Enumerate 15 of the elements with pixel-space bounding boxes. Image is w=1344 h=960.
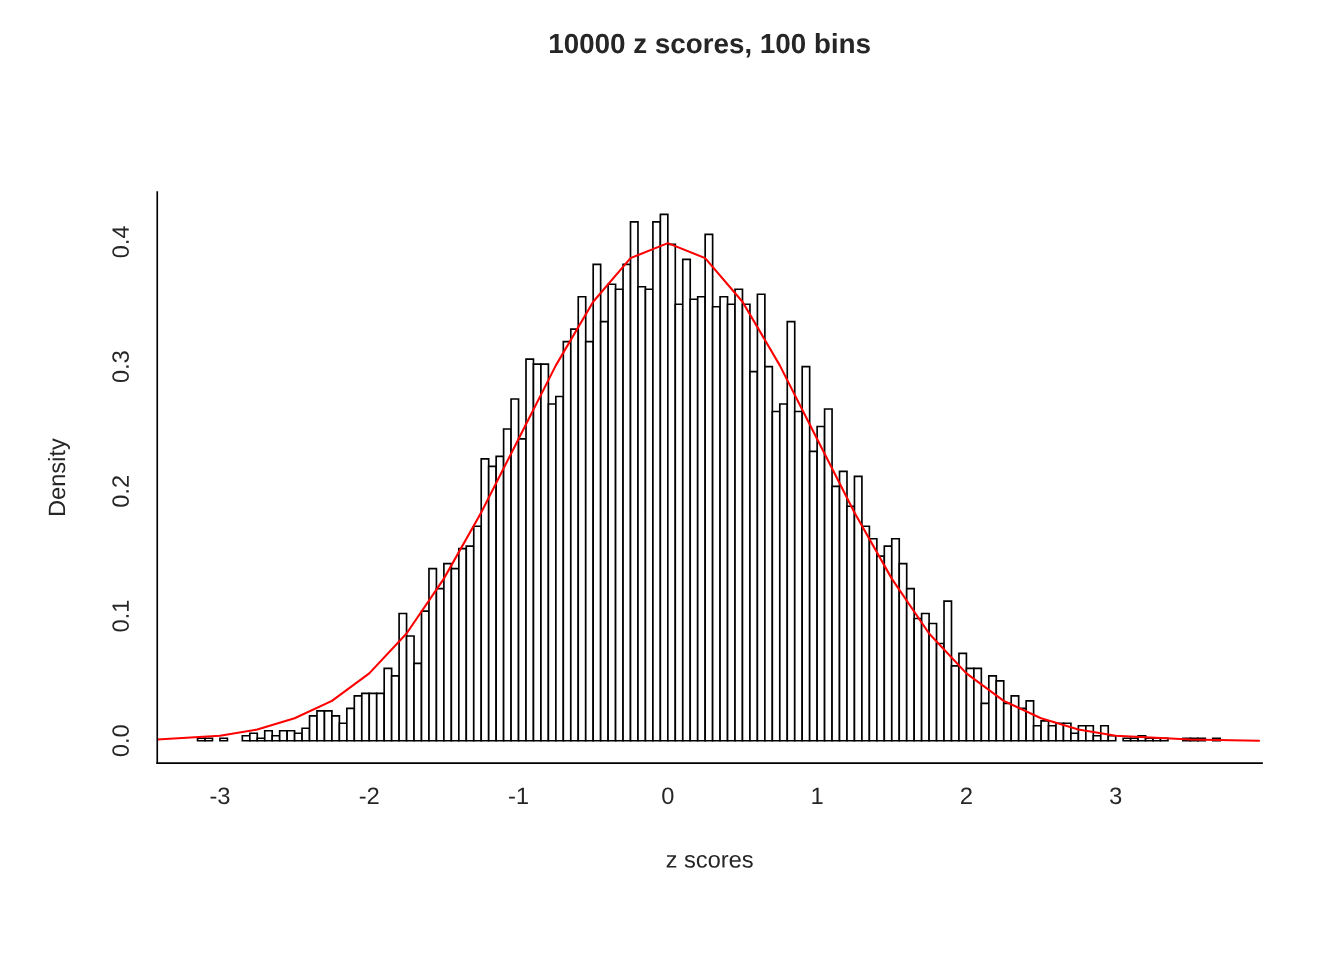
y-tick-label: 0.4 [112,226,129,258]
x-tick-label: 2 [961,787,972,804]
y-axis-title: Density [47,438,70,516]
y-tick-label: 0.1 [112,600,129,632]
y-tick-label: 0.0 [112,725,129,757]
x-tick-label: 1 [812,787,823,804]
y-tick-label: 0.3 [112,351,129,383]
y-tick-label: 0.2 [112,476,129,507]
chart-title: 10000 z scores, 100 bins [550,32,870,58]
x-tick-label: 3 [1110,787,1122,805]
x-tick-label: -2 [359,787,379,804]
x-axis-title: z scores [666,854,753,868]
x-tick-label: 0 [662,787,674,805]
x-tick-label: -1 [509,787,528,804]
x-tick-label: -3 [210,787,230,805]
